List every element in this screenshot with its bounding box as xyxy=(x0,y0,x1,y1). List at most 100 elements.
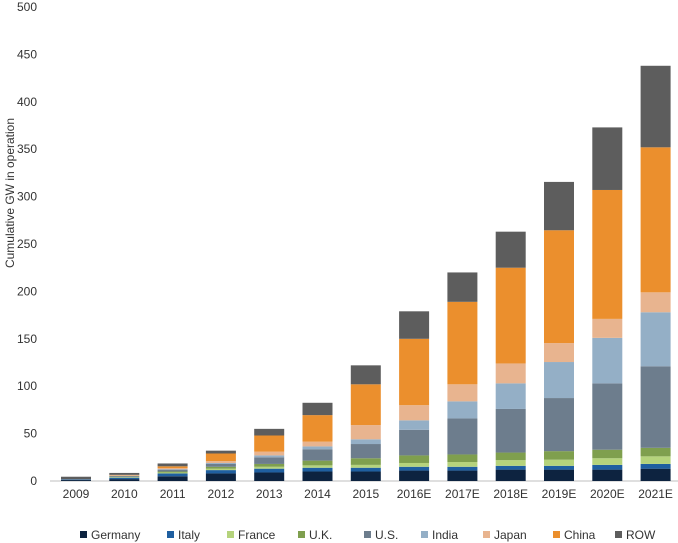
bar-segment-france-2019E xyxy=(544,459,574,466)
bar-segment-row-2020E xyxy=(592,127,623,190)
y-tick-label: 350 xyxy=(17,142,37,156)
bar-segment-china-2012 xyxy=(205,453,236,462)
bar-segment-uk-2020E xyxy=(592,449,623,459)
bar-segment-italy-2017E xyxy=(447,466,478,471)
x-tick-label: 2020E xyxy=(590,487,625,501)
bar-stack-2019E xyxy=(544,181,574,481)
legend-label: Germany xyxy=(91,528,140,542)
bar-segment-us-2018E xyxy=(495,408,526,453)
bar-segment-us-2020E xyxy=(592,383,623,450)
legend-swatch xyxy=(615,531,622,538)
y-tick-label: 100 xyxy=(17,379,37,393)
bar-stack-2012 xyxy=(205,450,236,481)
bar-segment-china-2019E xyxy=(544,230,574,344)
y-tick-label: 200 xyxy=(17,284,37,298)
bar-segment-india-2017E xyxy=(447,401,478,419)
bar-stack-2010 xyxy=(109,472,140,481)
x-tick-label: 2009 xyxy=(63,487,90,501)
bar-stack-2018E xyxy=(495,231,526,481)
legend-item-row: ROW xyxy=(615,528,656,542)
bar-segment-uk-2013 xyxy=(254,463,285,467)
bar-segment-us-2013 xyxy=(254,457,285,464)
bar-segment-italy-2010 xyxy=(109,477,140,480)
bar-segment-uk-2021E xyxy=(640,447,671,457)
y-tick-label: 150 xyxy=(17,332,37,346)
y-axis-title-group: Cumulative GW in operation xyxy=(3,118,17,268)
bar-segment-row-2021E xyxy=(640,65,671,148)
legend-swatch xyxy=(298,531,305,538)
bar-segment-italy-2012 xyxy=(205,470,236,474)
bar-segment-row-2014 xyxy=(302,402,333,416)
bar-segment-italy-2020E xyxy=(592,464,623,470)
y-tick-label: 500 xyxy=(17,0,37,14)
bar-segment-row-2016E xyxy=(399,311,430,339)
bar-segment-india-2013 xyxy=(254,455,285,458)
legend-swatch xyxy=(553,531,560,538)
bar-segment-germany-2020E xyxy=(592,469,623,481)
bar-segment-uk-2014 xyxy=(302,460,333,466)
bar-stack-2014 xyxy=(302,402,333,481)
bar-segment-france-2021E xyxy=(640,456,671,464)
bar-segment-uk-2017E xyxy=(447,454,478,463)
bar-segment-us-2012 xyxy=(205,463,236,467)
bar-stack-2013 xyxy=(254,428,285,481)
bar-segment-us-2017E xyxy=(447,418,478,455)
legend-item-japan: Japan xyxy=(483,528,527,542)
bar-segment-row-2011 xyxy=(157,463,188,467)
legend-item-france: France xyxy=(227,528,276,542)
legend-label: U.S. xyxy=(375,528,398,542)
bar-segment-italy-2018E xyxy=(495,465,526,470)
bar-segment-uk-2016E xyxy=(399,455,430,463)
legend: Germany Italy France U.K. U.S. India Japan Chin… xyxy=(80,528,656,542)
bar-segment-france-2011 xyxy=(157,472,188,474)
legend-item-india: India xyxy=(421,528,458,542)
bar-segment-china-2016E xyxy=(399,338,430,406)
bar-segment-germany-2021E xyxy=(640,468,671,481)
bar-segment-germany-2009 xyxy=(61,480,91,481)
legend-item-uk: U.K. xyxy=(298,528,332,542)
x-tick-label: 2018E xyxy=(493,487,528,501)
bar-segment-china-2018E xyxy=(495,267,526,364)
bar-stack-2011 xyxy=(157,463,188,481)
legend-label: Italy xyxy=(178,528,200,542)
bar-segment-india-2019E xyxy=(544,362,574,399)
bar-segment-uk-2011 xyxy=(157,471,188,473)
bar-segment-row-2010 xyxy=(109,472,140,475)
legend-swatch xyxy=(80,531,87,538)
y-tick-label: 250 xyxy=(17,237,37,251)
bar-segment-germany-2010 xyxy=(109,479,140,481)
bar-segment-india-2014 xyxy=(302,446,333,450)
bar-segment-uk-2015 xyxy=(350,458,381,465)
bar-segment-row-2013 xyxy=(254,428,285,436)
bar-segment-row-2015 xyxy=(350,365,381,385)
bar-segment-japan-2021E xyxy=(640,292,671,313)
x-tick-label: 2011 xyxy=(160,487,186,501)
y-axis-title: Cumulative GW in operation xyxy=(3,118,17,268)
x-tick-label: 2012 xyxy=(208,487,235,501)
legend-swatch xyxy=(421,531,428,538)
bar-segment-india-2021E xyxy=(640,312,671,367)
bar-segment-japan-2013 xyxy=(254,451,285,456)
bar-stack-2017E xyxy=(447,272,478,481)
bar-segment-italy-2011 xyxy=(157,473,188,477)
y-tick-label: 50 xyxy=(24,427,38,441)
bar-segment-japan-2011 xyxy=(157,468,188,470)
y-tick-label: 400 xyxy=(17,95,37,109)
bar-segment-china-2020E xyxy=(592,189,623,319)
y-axis-ticks: 0 50 100 150 200 250 300 350 400 450 500 xyxy=(17,0,37,488)
legend-item-us: U.S. xyxy=(364,528,398,542)
legend-swatch xyxy=(227,531,234,538)
bar-segment-germany-2014 xyxy=(302,471,333,481)
bar-segment-china-2017E xyxy=(447,301,478,385)
bar-segment-row-2019E xyxy=(544,181,574,231)
bar-segment-france-2013 xyxy=(254,466,285,469)
legend-item-china: China xyxy=(553,528,596,542)
bar-segment-italy-2015 xyxy=(350,467,381,472)
x-tick-label: 2021E xyxy=(638,487,673,501)
bar-segment-germany-2019E xyxy=(544,469,574,481)
bar-segment-china-2011 xyxy=(157,466,188,469)
x-axis-ticks: 2009 2010 2011 2012 2013 2014 2015 2016E 2017E 20… xyxy=(63,487,673,501)
bar-segment-france-2015 xyxy=(350,464,381,468)
bar-segment-us-2015 xyxy=(350,444,381,459)
bar-segment-japan-2014 xyxy=(302,441,333,447)
